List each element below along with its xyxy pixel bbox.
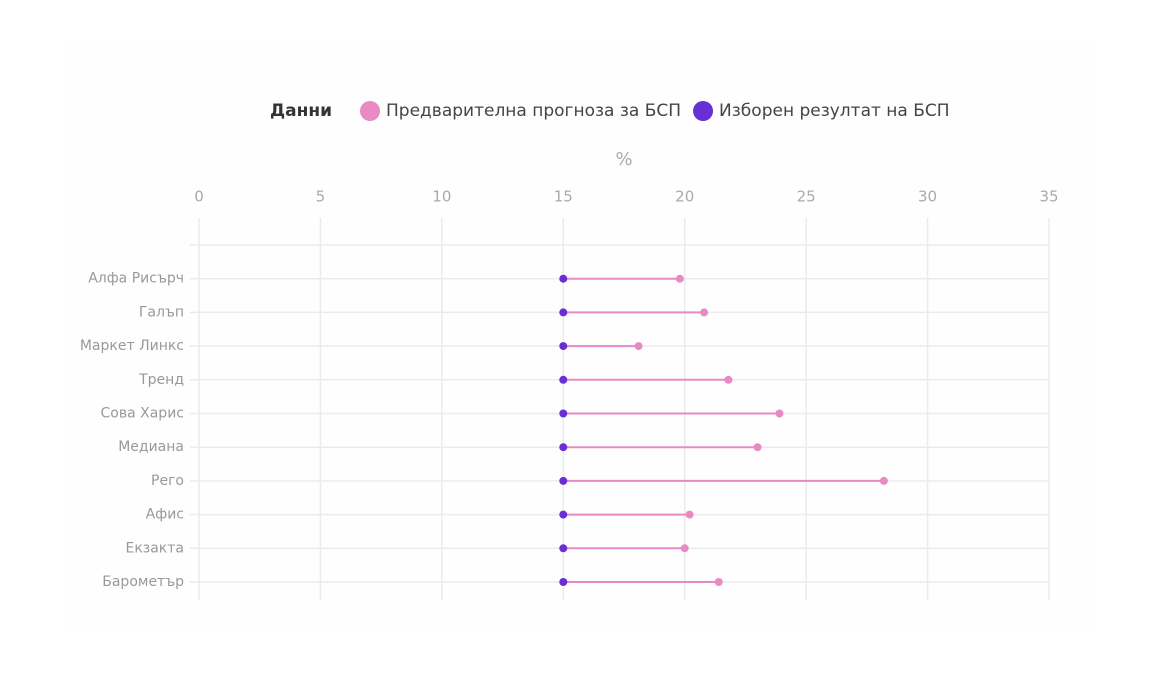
y-tick-label: Барометър (102, 574, 184, 590)
legend-label: Изборен резултат на БСП (719, 101, 950, 121)
dot (559, 510, 568, 519)
dot (559, 544, 568, 553)
y-tick-label: Маркет Линкс (80, 338, 184, 354)
x-tick-label: 0 (194, 188, 204, 206)
dot (559, 308, 568, 317)
dot (753, 443, 762, 452)
x-tick-label: 35 (1039, 188, 1058, 206)
dot (700, 308, 709, 317)
x-tick-label: 10 (432, 188, 451, 206)
dot (680, 544, 689, 553)
card (70, 40, 1090, 630)
x-tick-label: 15 (554, 188, 573, 206)
dot (559, 274, 568, 283)
y-tick-label: Тренд (138, 372, 184, 388)
legend-label: Предварителна прогноза за БСП (386, 101, 681, 121)
legend-marker (693, 101, 714, 121)
dot (559, 443, 568, 452)
dot (714, 578, 723, 586)
dot (559, 578, 568, 586)
dot (559, 409, 568, 418)
dot (675, 274, 684, 283)
dot (775, 409, 784, 418)
dot (559, 476, 568, 485)
y-tick-label: Алфа Рисърч (88, 271, 184, 287)
y-tick-label: Галъп (139, 304, 184, 320)
legend-title: Данни (270, 101, 332, 121)
y-tick-label: Екзакта (125, 540, 184, 556)
dot (685, 510, 694, 519)
y-tick-label: Сова Харис (101, 406, 184, 422)
dot (879, 476, 888, 485)
dot (634, 342, 643, 351)
x-tick-label: 20 (675, 188, 694, 206)
dot (724, 375, 733, 384)
x-tick-label: 25 (797, 188, 816, 206)
y-tick-label: Медиана (118, 439, 184, 455)
y-tick-label: Рего (151, 473, 184, 489)
y-tick-label: Афис (146, 507, 184, 523)
dot (559, 342, 568, 351)
dot (559, 375, 568, 384)
x-tick-label: 30 (918, 188, 937, 206)
legend-marker (360, 101, 381, 121)
x-tick-label: 5 (316, 188, 326, 206)
x-axis-title: % (615, 149, 632, 170)
